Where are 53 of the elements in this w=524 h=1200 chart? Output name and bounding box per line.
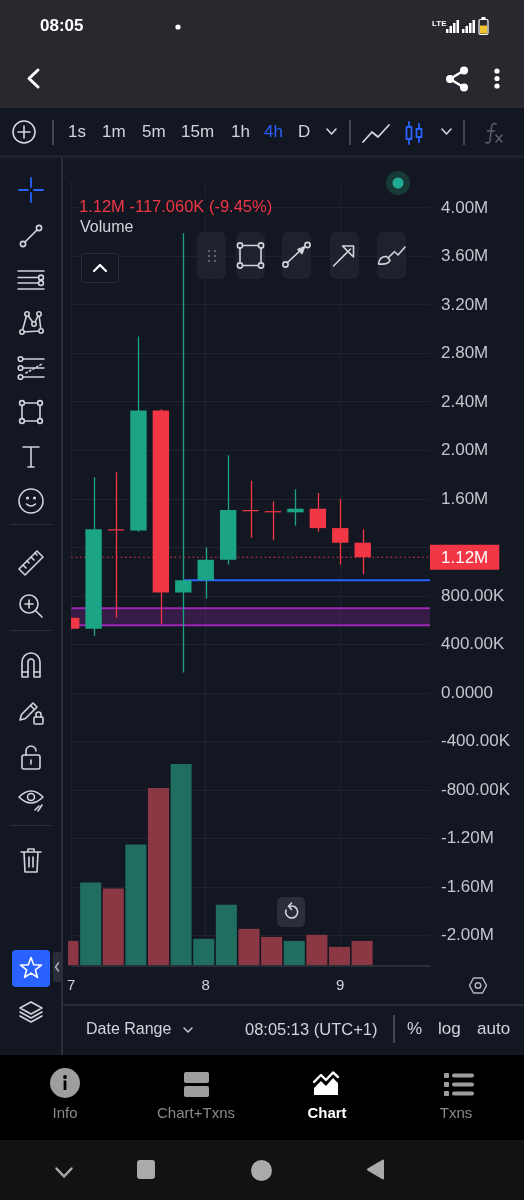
text: 08:05 [40,16,84,36]
text: 1.12M -117.060K (-9.45%) [79,196,273,216]
text: LTE [432,19,447,29]
text: % [407,1019,423,1039]
text: Chart [307,1104,347,1122]
bar [306,934,328,965]
bar [80,882,102,965]
text: 1s [68,122,86,142]
text: Date Range [86,1019,172,1039]
x-tick-label: 8 [201,976,210,994]
bar [102,888,124,965]
text: D [298,122,311,142]
candlestick [175,232,192,674]
x-tick-label: 9 [336,976,345,994]
candlestick [130,335,147,533]
bar [283,940,305,965]
text: 15m [181,122,215,142]
text: log [438,1019,461,1039]
y-tick-label: 400.00K [441,634,505,654]
text: 4h [264,122,283,142]
text: Txns [439,1104,473,1122]
y-tick-label: -1.60M [441,876,494,896]
candlestick [85,476,102,637]
ref-line-label: 1.12M [441,547,489,567]
y-tick-label: -1.20M [441,828,494,848]
candlestick [219,454,237,566]
y-tick-label: 800.00K [441,585,505,605]
text: 08:05:13 (UTC+1) [245,1019,378,1039]
text: 1m [102,122,126,142]
bar [328,946,351,965]
y-tick-label: 3.60M [441,246,489,266]
y-tick-label: 2.40M [441,391,489,411]
bar [125,844,147,965]
bar [215,904,237,965]
chart-title: Volume [80,218,134,237]
y-tick-label: 0.0000 [441,682,493,702]
y-tick-label: 3.20M [441,294,489,314]
y-tick-label: 2.80M [441,343,489,363]
y-tick-label: -2.00M [441,925,494,945]
text: 5m [142,122,166,142]
text: Chart+Txns [157,1104,235,1122]
y-tick-label: 2.00M [441,440,489,460]
text: auto [477,1019,511,1039]
candlestick [309,492,327,533]
bar [147,788,170,965]
y-tick-label: -800.00K [441,779,511,799]
text: 1h [231,122,250,142]
y-tick-label: 1.60M [441,488,489,508]
x-tick-label: 7 [67,976,76,994]
y-tick-label: -400.00K [441,731,511,751]
bar [351,940,373,965]
text: Info [52,1104,78,1122]
y-tick-label: 4.00M [441,197,489,217]
